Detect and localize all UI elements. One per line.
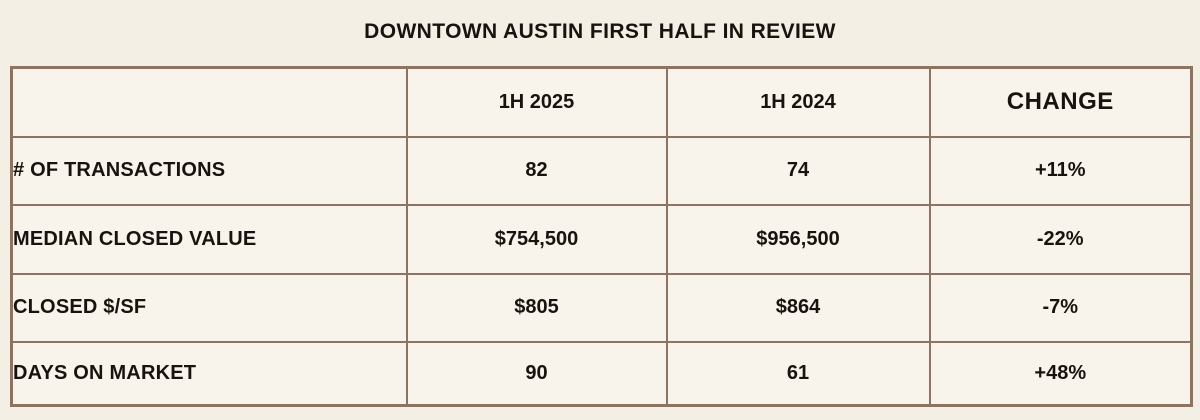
value-dom-change: +48% bbox=[928, 340, 1193, 407]
value-closed-sf-2024: $864 bbox=[665, 272, 931, 343]
column-header-1h-2025: 1H 2025 bbox=[405, 66, 668, 138]
page-title: DOWNTOWN AUSTIN FIRST HALF IN REVIEW bbox=[364, 20, 836, 43]
table-row: DAYS ON MARKET 90 61 +48% bbox=[10, 340, 1193, 407]
value-closed-sf-change: -7% bbox=[928, 272, 1193, 343]
value-closed-sf-2025: $805 bbox=[405, 272, 668, 343]
table-row: MEDIAN CLOSED VALUE $754,500 $956,500 -2… bbox=[10, 203, 1193, 275]
value-transactions-2025: 82 bbox=[405, 135, 668, 206]
corner-blank-cell bbox=[10, 66, 408, 138]
table-header-row: 1H 2025 1H 2024 CHANGE bbox=[10, 66, 1193, 138]
row-label-days-on-market: DAYS ON MARKET bbox=[10, 340, 408, 407]
value-median-2025: $754,500 bbox=[405, 203, 668, 275]
row-label-transactions: # OF TRANSACTIONS bbox=[10, 135, 408, 206]
table-row: CLOSED $/SF $805 $864 -7% bbox=[10, 272, 1193, 343]
row-label-closed-per-sf: CLOSED $/SF bbox=[10, 272, 408, 343]
value-median-change: -22% bbox=[928, 203, 1193, 275]
table-row: # OF TRANSACTIONS 82 74 +11% bbox=[10, 135, 1193, 206]
column-header-change: CHANGE bbox=[928, 66, 1193, 138]
review-table: 1H 2025 1H 2024 CHANGE # OF TRANSACTIONS… bbox=[10, 66, 1193, 407]
value-median-2024: $956,500 bbox=[665, 203, 931, 275]
value-transactions-change: +11% bbox=[928, 135, 1193, 206]
value-dom-2025: 90 bbox=[405, 340, 668, 407]
value-dom-2024: 61 bbox=[665, 340, 931, 407]
column-header-1h-2024: 1H 2024 bbox=[665, 66, 931, 138]
row-label-median-closed-value: MEDIAN CLOSED VALUE bbox=[10, 203, 408, 275]
value-transactions-2024: 74 bbox=[665, 135, 931, 206]
